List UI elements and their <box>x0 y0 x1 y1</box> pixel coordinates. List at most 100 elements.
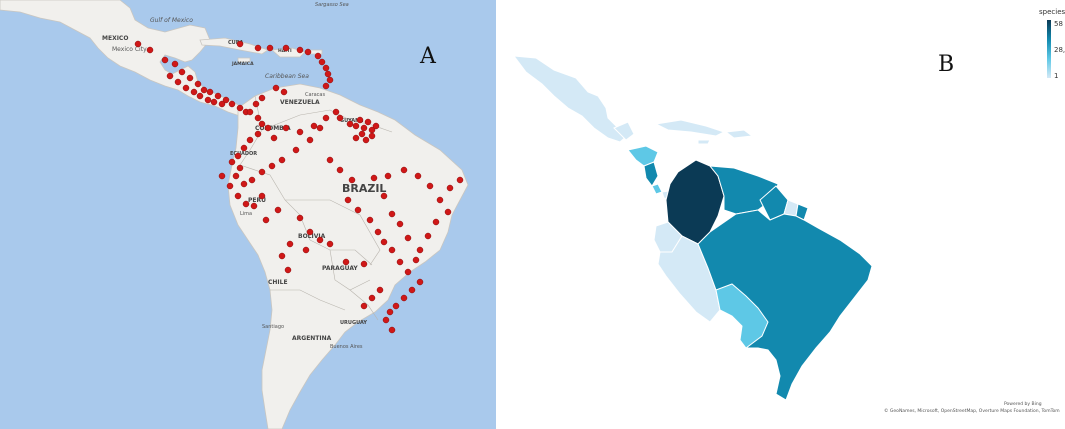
occurrence-point <box>258 168 266 176</box>
occurrence-point <box>246 108 254 116</box>
credit-attribution: © GeoNames, Microsoft, OpenStreetMap, Ov… <box>884 409 1060 414</box>
occurrence-point <box>161 56 169 64</box>
occurrence-point <box>218 100 226 108</box>
occurrence-point <box>310 122 318 130</box>
occurrence-point <box>352 122 360 130</box>
occurrence-point <box>190 88 198 96</box>
occurrence-point <box>218 172 226 180</box>
ocean-labels: Gulf of Mexico Caribbean Sea Sargasso Se… <box>150 2 349 80</box>
santiago-label: Santiago <box>262 324 284 330</box>
occurrence-point <box>240 144 248 152</box>
occurrence-point <box>316 236 324 244</box>
occurrence-point <box>356 116 364 124</box>
occurrence-point <box>436 196 444 204</box>
paraguay-label: PARAGUAY <box>322 265 358 272</box>
occurrence-point <box>446 184 454 192</box>
mexico-shape <box>512 55 630 143</box>
occurrence-point <box>236 40 244 48</box>
occurrence-point <box>250 202 258 210</box>
occurrence-point <box>292 146 300 154</box>
occurrence-point <box>358 130 366 138</box>
occurrence-point <box>234 152 242 160</box>
occurrence-point <box>386 308 394 316</box>
jamaica-label: JAMAICA <box>231 61 254 67</box>
occurrence-point <box>252 100 260 108</box>
occurrence-point <box>254 114 262 122</box>
occurrence-point <box>354 206 362 214</box>
occurrence-point <box>412 256 420 264</box>
occurrence-point <box>432 218 440 226</box>
occurrence-point <box>382 316 390 324</box>
occurrence-point <box>376 286 384 294</box>
occurrence-point <box>360 124 368 132</box>
panel-b-letter: B <box>938 52 955 77</box>
occurrence-point <box>384 172 392 180</box>
occurrence-point <box>322 64 330 72</box>
occurrence-point <box>306 228 314 236</box>
occurrence-point <box>324 70 332 78</box>
occurrence-point <box>444 208 452 216</box>
occurrence-point <box>280 88 288 96</box>
occurrence-point <box>210 98 218 106</box>
caracas-label: Caracas <box>305 92 325 98</box>
occurrence-point <box>404 268 412 276</box>
legend-gradient <box>1047 20 1051 78</box>
occurrence-point <box>166 72 174 80</box>
occurrence-point <box>258 94 266 102</box>
occurrence-point <box>296 128 304 136</box>
occurrence-point <box>248 176 256 184</box>
occurrence-point <box>182 84 190 92</box>
occurrence-point <box>254 44 262 52</box>
occurrence-point <box>400 294 408 302</box>
occurrence-point <box>400 166 408 174</box>
occurrence-point <box>318 58 326 66</box>
occurrence-point <box>316 124 324 132</box>
nicaragua-shape <box>643 161 659 187</box>
uruguay-label: URUGUAY <box>340 320 367 326</box>
occurrence-map: Gulf of Mexico Caribbean Sea Sargasso Se… <box>0 0 469 429</box>
argentina-label: ARGENTINA <box>292 335 332 342</box>
gulf-label: Gulf of Mexico <box>150 17 193 24</box>
panel-a-letter: A <box>420 44 436 69</box>
occurrence-point <box>380 238 388 246</box>
occurrence-point <box>194 80 202 88</box>
occurrence-point <box>424 232 432 240</box>
occurrence-point <box>414 172 422 180</box>
legend-title: species <box>1039 8 1065 16</box>
costa-rica-shape <box>651 183 663 195</box>
occurrence-point <box>264 124 272 132</box>
mexico-city-label: Mexico City <box>112 46 147 53</box>
occurrence-point <box>296 46 304 54</box>
occurrence-point <box>416 278 424 286</box>
occurrence-point <box>286 240 294 248</box>
occurrence-point <box>388 326 396 334</box>
occurrence-point <box>171 60 179 68</box>
occurrence-point <box>226 182 234 190</box>
occurrence-point <box>196 92 204 100</box>
occurrence-point <box>228 158 236 166</box>
species-choropleth-map <box>512 55 873 401</box>
occurrence-point <box>246 136 254 144</box>
occurrence-point <box>360 302 368 310</box>
occurrence-point <box>368 132 376 140</box>
occurrence-point <box>236 104 244 112</box>
occurrence-point <box>282 124 290 132</box>
occurrence-point <box>222 96 230 104</box>
occurrence-point <box>306 136 314 144</box>
occurrence-point <box>282 44 290 52</box>
occurrence-point <box>178 68 186 76</box>
occurrence-point <box>146 46 154 54</box>
lima-label: Lima <box>240 211 252 217</box>
occurrence-point <box>326 156 334 164</box>
occurrence-point <box>342 258 350 266</box>
occurrence-point <box>404 234 412 242</box>
country-shapes <box>512 55 873 401</box>
occurrence-point <box>258 192 266 200</box>
occurrence-point <box>360 260 368 268</box>
occurrence-point <box>206 88 214 96</box>
caribbean-label: Caribbean Sea <box>265 73 309 80</box>
occurrence-point <box>416 246 424 254</box>
occurrence-point <box>374 228 382 236</box>
occurrence-point <box>242 200 250 208</box>
occurrence-point <box>232 172 240 180</box>
